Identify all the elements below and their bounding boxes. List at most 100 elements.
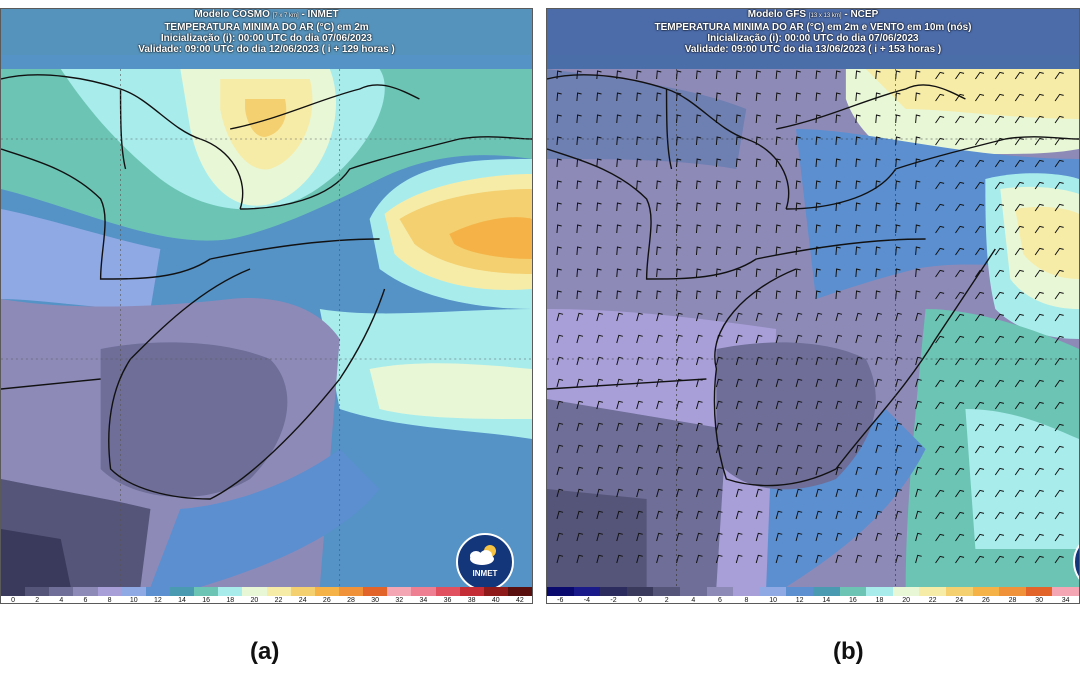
wind-barb	[955, 159, 965, 168]
wind-barb	[815, 180, 821, 190]
wind-barb	[915, 202, 921, 212]
wind-barb	[775, 532, 783, 542]
wind-barb	[735, 312, 743, 322]
wind-barb	[596, 554, 604, 564]
wind-barb	[955, 467, 965, 476]
wind-barb	[596, 180, 602, 190]
wind-barb	[935, 379, 945, 388]
wind-barb	[875, 136, 881, 146]
wind-barb	[775, 70, 781, 80]
wind-barb	[676, 400, 683, 410]
wind-barb	[715, 312, 723, 322]
wind-barb	[994, 203, 1005, 212]
wind-barb	[935, 445, 945, 454]
wind-barb	[994, 225, 1005, 234]
wind-barb	[1014, 533, 1024, 542]
wind-barb	[735, 136, 742, 146]
wind-barb	[994, 181, 1005, 190]
colorbar-tick-label: 8	[107, 597, 112, 604]
wind-barb	[636, 224, 642, 234]
wind-barb	[656, 334, 663, 344]
wind-barb	[994, 291, 1005, 300]
wind-barb	[656, 422, 663, 432]
wind-barb	[676, 510, 683, 520]
colorbar-tick-label: 14	[178, 597, 186, 604]
wind-barb	[656, 290, 662, 300]
wind-barb	[616, 466, 623, 476]
wind-barb	[895, 400, 902, 410]
wind-barb	[835, 444, 843, 454]
valid-time: Validade: 09:00 UTC do dia 13/06/2023 ( …	[684, 44, 942, 55]
colorbar-swatch	[411, 587, 436, 596]
wind-barb	[735, 400, 743, 410]
wind-barb	[596, 510, 604, 520]
wind-barb	[636, 246, 642, 256]
wind-barb	[994, 555, 1005, 564]
colorbar-swatch	[97, 587, 122, 596]
temperature-wind-map-gfs	[547, 9, 1079, 587]
wind-barb	[656, 532, 663, 542]
wind-barb	[735, 466, 743, 476]
wind-barb	[656, 202, 662, 212]
wind-barb	[775, 290, 781, 300]
wind-barb	[1054, 93, 1064, 102]
colorbar-swatch	[759, 587, 787, 596]
wind-barb	[915, 290, 921, 300]
wind-barb	[974, 203, 985, 212]
wind-barb	[596, 532, 604, 542]
wind-barb	[1014, 467, 1024, 476]
wind-barb	[895, 180, 901, 190]
wind-barb	[875, 400, 882, 410]
wind-barb	[636, 158, 642, 168]
wind-barb	[875, 312, 882, 322]
wind-barb	[1054, 445, 1064, 454]
wind-barb	[735, 180, 742, 190]
wind-barb	[815, 378, 823, 388]
wind-barb	[994, 489, 1005, 498]
wind-barb	[875, 290, 881, 300]
wind-barb	[895, 92, 901, 102]
wind-barb	[795, 532, 803, 542]
wind-barb	[855, 554, 863, 564]
wind-barb	[994, 71, 1005, 80]
wind-barb	[895, 466, 902, 476]
colorbar-tick-label: 28	[347, 597, 355, 604]
wind-barb	[815, 312, 823, 322]
wind-barb	[1034, 489, 1044, 498]
colorbar-swatch	[25, 587, 50, 596]
wind-barb	[915, 422, 922, 432]
colorbar-swatch	[266, 587, 291, 596]
wind-barb	[636, 312, 643, 322]
colorbar-tick-label: 4	[691, 597, 696, 604]
wind-barb	[875, 180, 881, 190]
map-header: Modelo GFS [13 x 13 km] - NCEP TEMPERATU…	[547, 9, 1079, 55]
wind-barb	[895, 290, 901, 300]
wind-barb	[576, 268, 582, 278]
wind-barb	[755, 422, 763, 432]
wind-barb	[795, 444, 803, 454]
wind-barb	[616, 202, 622, 212]
wind-barb	[556, 488, 564, 498]
wind-barb	[596, 356, 604, 366]
colorbar-swatch	[653, 587, 680, 596]
wind-barb	[755, 510, 763, 520]
wind-barb	[775, 202, 781, 212]
wind-barb	[1034, 71, 1044, 80]
wind-barb	[935, 269, 945, 278]
wind-barb	[994, 313, 1005, 322]
wind-barb	[715, 92, 722, 102]
wind-barb	[835, 532, 843, 542]
wind-barb	[636, 70, 642, 80]
wind-barb	[735, 488, 743, 498]
wind-barb	[855, 356, 863, 366]
wind-barb	[994, 269, 1005, 278]
colorbar-swatch	[919, 587, 946, 596]
wind-barb	[616, 312, 623, 322]
wind-barb	[735, 554, 743, 564]
wind-barb	[955, 247, 965, 256]
wind-barb	[1054, 247, 1064, 256]
wind-barb	[775, 114, 781, 124]
wind-barb	[1014, 225, 1024, 234]
wind-barb	[895, 532, 902, 542]
wind-barb	[1014, 181, 1024, 190]
